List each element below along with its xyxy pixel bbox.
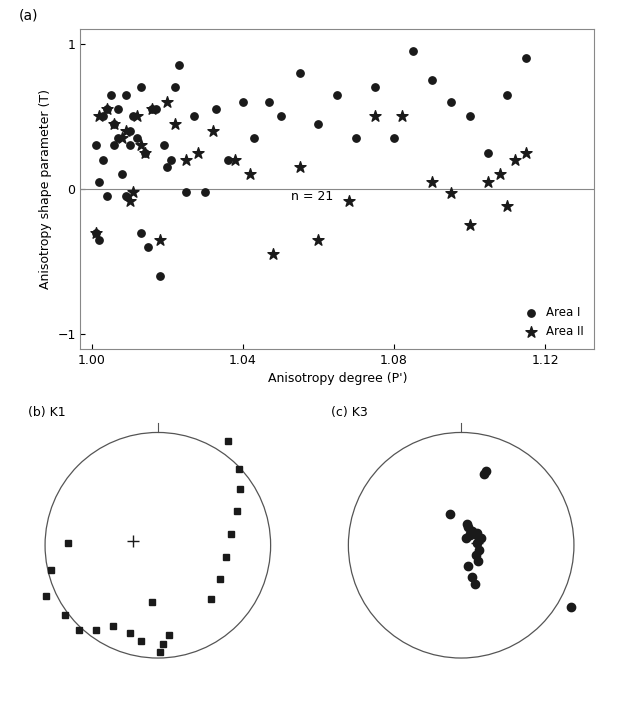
Area II — [147, 103, 157, 115]
Area I — [136, 81, 146, 93]
Area I — [223, 154, 233, 166]
Area I — [110, 140, 119, 151]
Text: n = 21: n = 21 — [292, 190, 334, 203]
Text: (b) K1: (b) K1 — [28, 406, 66, 419]
Area I — [212, 103, 222, 115]
Area I — [200, 186, 210, 198]
Area II — [521, 147, 531, 158]
Area I — [140, 147, 150, 158]
Area I — [465, 111, 475, 122]
Area II — [295, 161, 305, 173]
Area II — [136, 140, 146, 151]
Area I — [121, 89, 131, 100]
Area I — [446, 96, 456, 108]
Area I — [181, 186, 191, 198]
Area I — [90, 227, 100, 238]
Area I — [275, 111, 285, 122]
Area I — [162, 161, 172, 173]
Area I — [389, 132, 399, 144]
Area I — [113, 132, 123, 144]
Area I — [408, 45, 418, 57]
Area I — [124, 125, 134, 137]
Area II — [102, 103, 112, 115]
Area I — [174, 60, 184, 71]
Area I — [102, 190, 112, 202]
Area I — [370, 81, 380, 93]
Text: (c) K3: (c) K3 — [331, 406, 368, 419]
Area I — [332, 89, 342, 100]
Area I — [124, 140, 134, 151]
Area I — [117, 169, 127, 180]
Area II — [230, 154, 240, 166]
Text: (a): (a) — [19, 9, 38, 23]
Legend: Area I, Area II: Area I, Area II — [514, 302, 588, 343]
Area II — [503, 201, 513, 212]
Area I — [95, 234, 105, 246]
Area II — [268, 249, 278, 260]
Area II — [370, 111, 380, 122]
Area II — [246, 169, 256, 180]
Area I — [249, 132, 259, 144]
Area II — [193, 147, 202, 158]
Area II — [117, 132, 127, 144]
Area I — [427, 74, 437, 86]
Area II — [510, 154, 520, 166]
Area I — [155, 270, 165, 282]
Area II — [90, 227, 100, 238]
Area II — [181, 154, 191, 166]
Area II — [124, 195, 134, 206]
Area I — [102, 103, 112, 115]
Area II — [397, 111, 407, 122]
Area I — [158, 140, 168, 151]
Area I — [521, 52, 531, 64]
Area I — [238, 96, 248, 108]
Area II — [121, 125, 131, 137]
Area I — [313, 118, 323, 129]
Area I — [483, 147, 493, 158]
X-axis label: Anisotropy degree (P'): Anisotropy degree (P') — [267, 372, 407, 385]
Area II — [465, 220, 475, 231]
Area I — [151, 103, 161, 115]
Area II — [128, 186, 138, 198]
Area II — [140, 147, 150, 158]
Area II — [170, 118, 180, 129]
Area I — [166, 154, 176, 166]
Area I — [98, 154, 108, 166]
Area II — [313, 234, 323, 246]
Area I — [503, 89, 513, 100]
Area I — [95, 176, 105, 188]
Area I — [106, 89, 116, 100]
Area I — [189, 111, 199, 122]
Area I — [144, 241, 154, 253]
Area I — [90, 140, 100, 151]
Area I — [352, 132, 361, 144]
Area II — [162, 96, 172, 108]
Area I — [132, 132, 142, 144]
Area II — [446, 188, 456, 199]
Y-axis label: Anisotropy shape parameter (T): Anisotropy shape parameter (T) — [38, 89, 51, 289]
Area II — [155, 234, 165, 246]
Area II — [427, 176, 437, 188]
Area II — [495, 169, 504, 180]
Area I — [121, 190, 131, 202]
Area I — [136, 227, 146, 238]
Area I — [170, 81, 180, 93]
Area I — [110, 118, 119, 129]
Area II — [344, 195, 353, 206]
Area I — [147, 103, 157, 115]
Area I — [113, 103, 123, 115]
Area II — [483, 176, 493, 188]
Area II — [132, 111, 142, 122]
Area II — [95, 111, 105, 122]
Area I — [98, 111, 108, 122]
Area I — [295, 67, 305, 79]
Area I — [128, 111, 138, 122]
Area I — [264, 96, 274, 108]
Area II — [110, 118, 119, 129]
Area II — [208, 125, 218, 137]
